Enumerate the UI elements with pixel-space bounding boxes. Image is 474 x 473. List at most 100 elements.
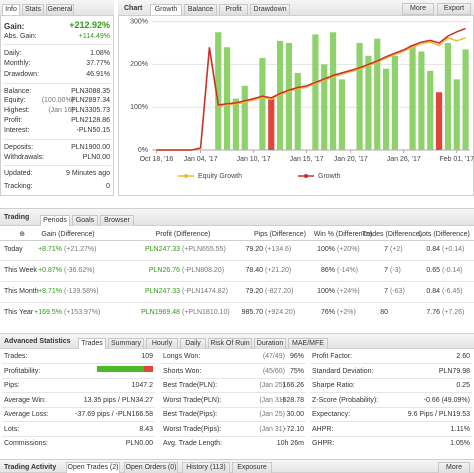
advanced-tab[interactable]: Hourly: [146, 338, 178, 349]
info-tab[interactable]: Info: [2, 4, 20, 15]
stat-note: (Jan 31): [259, 396, 285, 404]
info-label: Abs. Gain:: [4, 33, 37, 40]
activity-tab[interactable]: Exposure: [232, 462, 272, 473]
stat-note: (47/49): [262, 353, 285, 360]
activity-tab[interactable]: History (113): [182, 462, 230, 473]
stat-value: 30.00: [286, 411, 304, 418]
stat-value: -37.69 pips / -PLN166.58: [75, 411, 153, 418]
info-label: Monthly:: [4, 60, 31, 67]
stat-note: (Jan 31): [259, 425, 285, 433]
advanced-tab[interactable]: Trades: [78, 338, 106, 349]
trading-tab[interactable]: Browser: [100, 215, 134, 226]
cell-difference: (-14%): [337, 267, 359, 274]
advanced-tab[interactable]: Daily: [180, 338, 206, 349]
info-tab[interactable]: General: [46, 4, 74, 15]
legend-marker: [184, 174, 188, 178]
cell-value: 100%: [317, 246, 335, 253]
y-tick-label: 200%: [130, 61, 148, 68]
activity-tab[interactable]: Open Orders (0): [124, 462, 178, 473]
activity-tab[interactable]: Open Trades (2): [66, 462, 120, 473]
chart-tab[interactable]: Profit: [219, 4, 248, 15]
row-label: This Month: [4, 288, 39, 295]
row-separator: [161, 406, 306, 408]
cell-value: 100%: [317, 288, 335, 295]
advanced-title: Advanced Statistics: [4, 338, 71, 345]
cell-value: 0.65: [426, 267, 440, 274]
bar: [435, 92, 443, 150]
cell-difference: (+21.20): [265, 267, 292, 274]
cell-difference: (+7.26): [442, 309, 465, 316]
row-separator: [310, 435, 472, 437]
line: [156, 27, 466, 151]
stat-value: 13.35 pips / PLN34.27: [83, 396, 153, 404]
stat-value: -72.10: [284, 425, 304, 433]
stat-note: (Jan 25): [259, 382, 285, 389]
stat-value: 1.05%: [450, 440, 470, 447]
cell-value: PLN1969.48: [141, 309, 180, 316]
row-separator: [161, 377, 306, 379]
stat-label: Z-Score (Probability):: [312, 396, 379, 404]
cell-value: 76%: [320, 309, 335, 316]
cell-value: PLN26.76: [148, 267, 180, 274]
stat-value: PLN79.98: [438, 367, 470, 375]
chart-title: Chart: [124, 5, 143, 12]
info-value: PLN3305.73: [71, 107, 110, 114]
cell-difference: (+20%): [337, 246, 360, 253]
info-value: -PLN50.15: [76, 127, 110, 134]
row-label: This Week: [4, 267, 37, 274]
info-value: PLN2897.34: [71, 97, 110, 104]
cell-difference: (+153.97%): [64, 309, 101, 316]
info-value: +114.49%: [78, 33, 110, 40]
bar: [241, 85, 248, 150]
cell-difference: (+924.20): [265, 309, 296, 316]
row-separator: [310, 363, 472, 364]
cell-difference: (+PLN1810.10): [182, 309, 230, 316]
chart: 0% 100% 200% 300% Oct 18, '16 Jan 04, '17 Jan …: [130, 18, 474, 179]
trading-tab[interactable]: Goals: [72, 215, 98, 226]
info-tab[interactable]: Stats: [22, 4, 44, 15]
chart-button[interactable]: Export: [437, 3, 471, 15]
info-label: Tracking:: [4, 183, 33, 190]
bar: [232, 98, 240, 150]
bar: [382, 68, 390, 150]
table-header: Profit (Difference): [155, 231, 211, 238]
stat-label: Trades:: [4, 353, 28, 360]
trading-tab[interactable]: Periods: [40, 215, 70, 226]
cell-difference: (+134.6): [265, 246, 292, 253]
row-separator: [3, 44, 111, 45]
cell-difference: (-36.62%): [64, 267, 95, 274]
stat-label: Worst Trade(PLN):: [163, 396, 222, 404]
bar: [418, 51, 425, 150]
cell-value: +8.71%: [38, 288, 62, 295]
table-header: Win % (Difference): [313, 231, 373, 238]
chart-tab[interactable]: Growth: [150, 4, 182, 15]
advanced-tab[interactable]: Duration: [254, 338, 286, 349]
info-value: 37.77%: [86, 60, 110, 67]
stat-label: Profit Factor:: [312, 353, 353, 360]
chart-button[interactable]: More: [402, 3, 434, 15]
row-separator: [0, 260, 474, 261]
advanced-tab[interactable]: Summary: [108, 338, 144, 349]
info-note: (Jan 16): [48, 107, 74, 114]
stat-label: Best Trade(PLN):: [163, 382, 218, 389]
cell-value: 0.84: [426, 288, 440, 295]
row-separator: [310, 392, 472, 393]
cell-difference: (+21.27%): [64, 246, 97, 253]
info-label: Balance:: [4, 88, 32, 95]
info-value: 46.91%: [86, 71, 110, 78]
row-separator: [0, 302, 474, 303]
stat-value: 0.25: [456, 382, 470, 389]
advanced-tab[interactable]: MAE/MFE: [288, 338, 328, 349]
activity-button[interactable]: More: [438, 462, 470, 473]
advanced-tab[interactable]: Risk Of Ruin: [208, 338, 252, 349]
profitability-fill: [97, 366, 145, 372]
info-panel: [0, 0, 114, 196]
info-label: Highest:: [4, 107, 30, 114]
bar: [453, 79, 460, 150]
chart-tab[interactable]: Drawdown: [250, 4, 290, 15]
row-separator: [3, 165, 111, 166]
chart-tab[interactable]: Balance: [184, 4, 217, 15]
info-label: Profit:: [4, 117, 23, 124]
cell-value: 7: [384, 246, 388, 253]
stat-label: Average Win:: [4, 396, 46, 404]
